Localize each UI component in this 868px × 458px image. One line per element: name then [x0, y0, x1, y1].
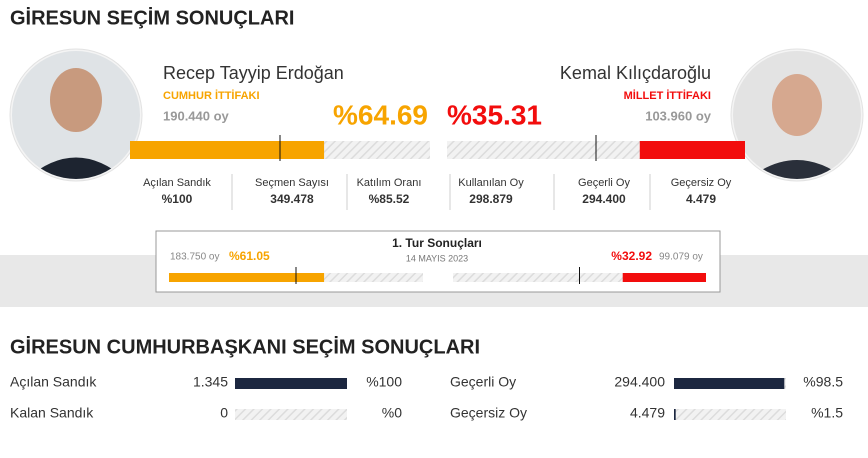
alliance: MİLLET İTTİFAKI — [624, 89, 711, 102]
stat-label: Seçmen Sayısı — [255, 177, 329, 189]
first-round-title: 1. Tur Sonuçları — [392, 236, 482, 250]
stat-label: Açılan Sandık — [143, 177, 211, 189]
stat-value: %100 — [162, 192, 193, 206]
stat-value: 298.879 — [469, 192, 513, 206]
stat-value: 294.400 — [582, 192, 626, 206]
row-count: 0 — [220, 405, 228, 421]
row-count: 4.479 — [630, 405, 665, 421]
bar — [639, 141, 745, 159]
percent: %35.31 — [447, 99, 542, 130]
votes: 190.440 oy — [163, 108, 230, 123]
row-count: 1.345 — [193, 374, 228, 390]
votes: 103.960 oy — [645, 108, 712, 123]
candidate-name: Recep Tayyip Erdoğan — [163, 63, 344, 83]
bar — [169, 273, 325, 282]
percent: %61.05 — [229, 249, 270, 263]
stat-label: Kullanılan Oy — [458, 177, 524, 189]
first-round-date: 14 MAYIS 2023 — [406, 253, 468, 263]
row-label: Açılan Sandık — [10, 374, 97, 390]
row-label: Geçersiz Oy — [450, 405, 527, 421]
bar — [235, 378, 347, 389]
row-label: Kalan Sandık — [10, 405, 94, 421]
stat-label: Katılım Oranı — [357, 177, 422, 189]
stat-label: Geçerli Oy — [578, 177, 630, 189]
bar — [622, 273, 706, 282]
photo-right — [730, 48, 864, 182]
row-label: Geçerli Oy — [450, 374, 516, 390]
row-percent: %1.5 — [811, 405, 843, 421]
percent: %32.92 — [611, 249, 652, 263]
bar-track — [674, 409, 786, 420]
bar — [130, 141, 325, 159]
stats-row: Açılan Sandık %100 Seçmen Sayısı 349.478 Kat… — [143, 174, 732, 210]
stat-value: 349.478 — [270, 192, 314, 206]
bar — [674, 378, 785, 389]
votes: 183.750 oy — [170, 252, 220, 263]
bar-track — [235, 409, 347, 420]
stat-value: 4.479 — [686, 192, 716, 206]
summary-rows: Açılan Sandık 1.345 %100 Kalan Sandık 0 %0 Geç… — [10, 374, 843, 421]
bar — [674, 409, 676, 420]
stat-value: %85.52 — [369, 192, 410, 206]
section-title: GİRESUN CUMHURBAŞKANI SEÇİM SONUÇLARI — [10, 335, 480, 358]
page-title: GİRESUN SEÇİM SONUÇLARI — [10, 6, 294, 29]
row-percent: %98.5 — [803, 374, 843, 390]
photo-left — [9, 48, 143, 182]
row-count: 294.400 — [614, 374, 665, 390]
alliance: CUMHUR İTTİFAKI — [163, 89, 260, 102]
percent: %64.69 — [333, 99, 428, 130]
stat-label: Geçersiz Oy — [671, 177, 732, 189]
row-percent: %0 — [382, 405, 402, 421]
votes: 99.079 oy — [659, 252, 703, 263]
candidate-name: Kemal Kılıçdaroğlu — [560, 63, 711, 83]
row-percent: %100 — [366, 374, 402, 390]
